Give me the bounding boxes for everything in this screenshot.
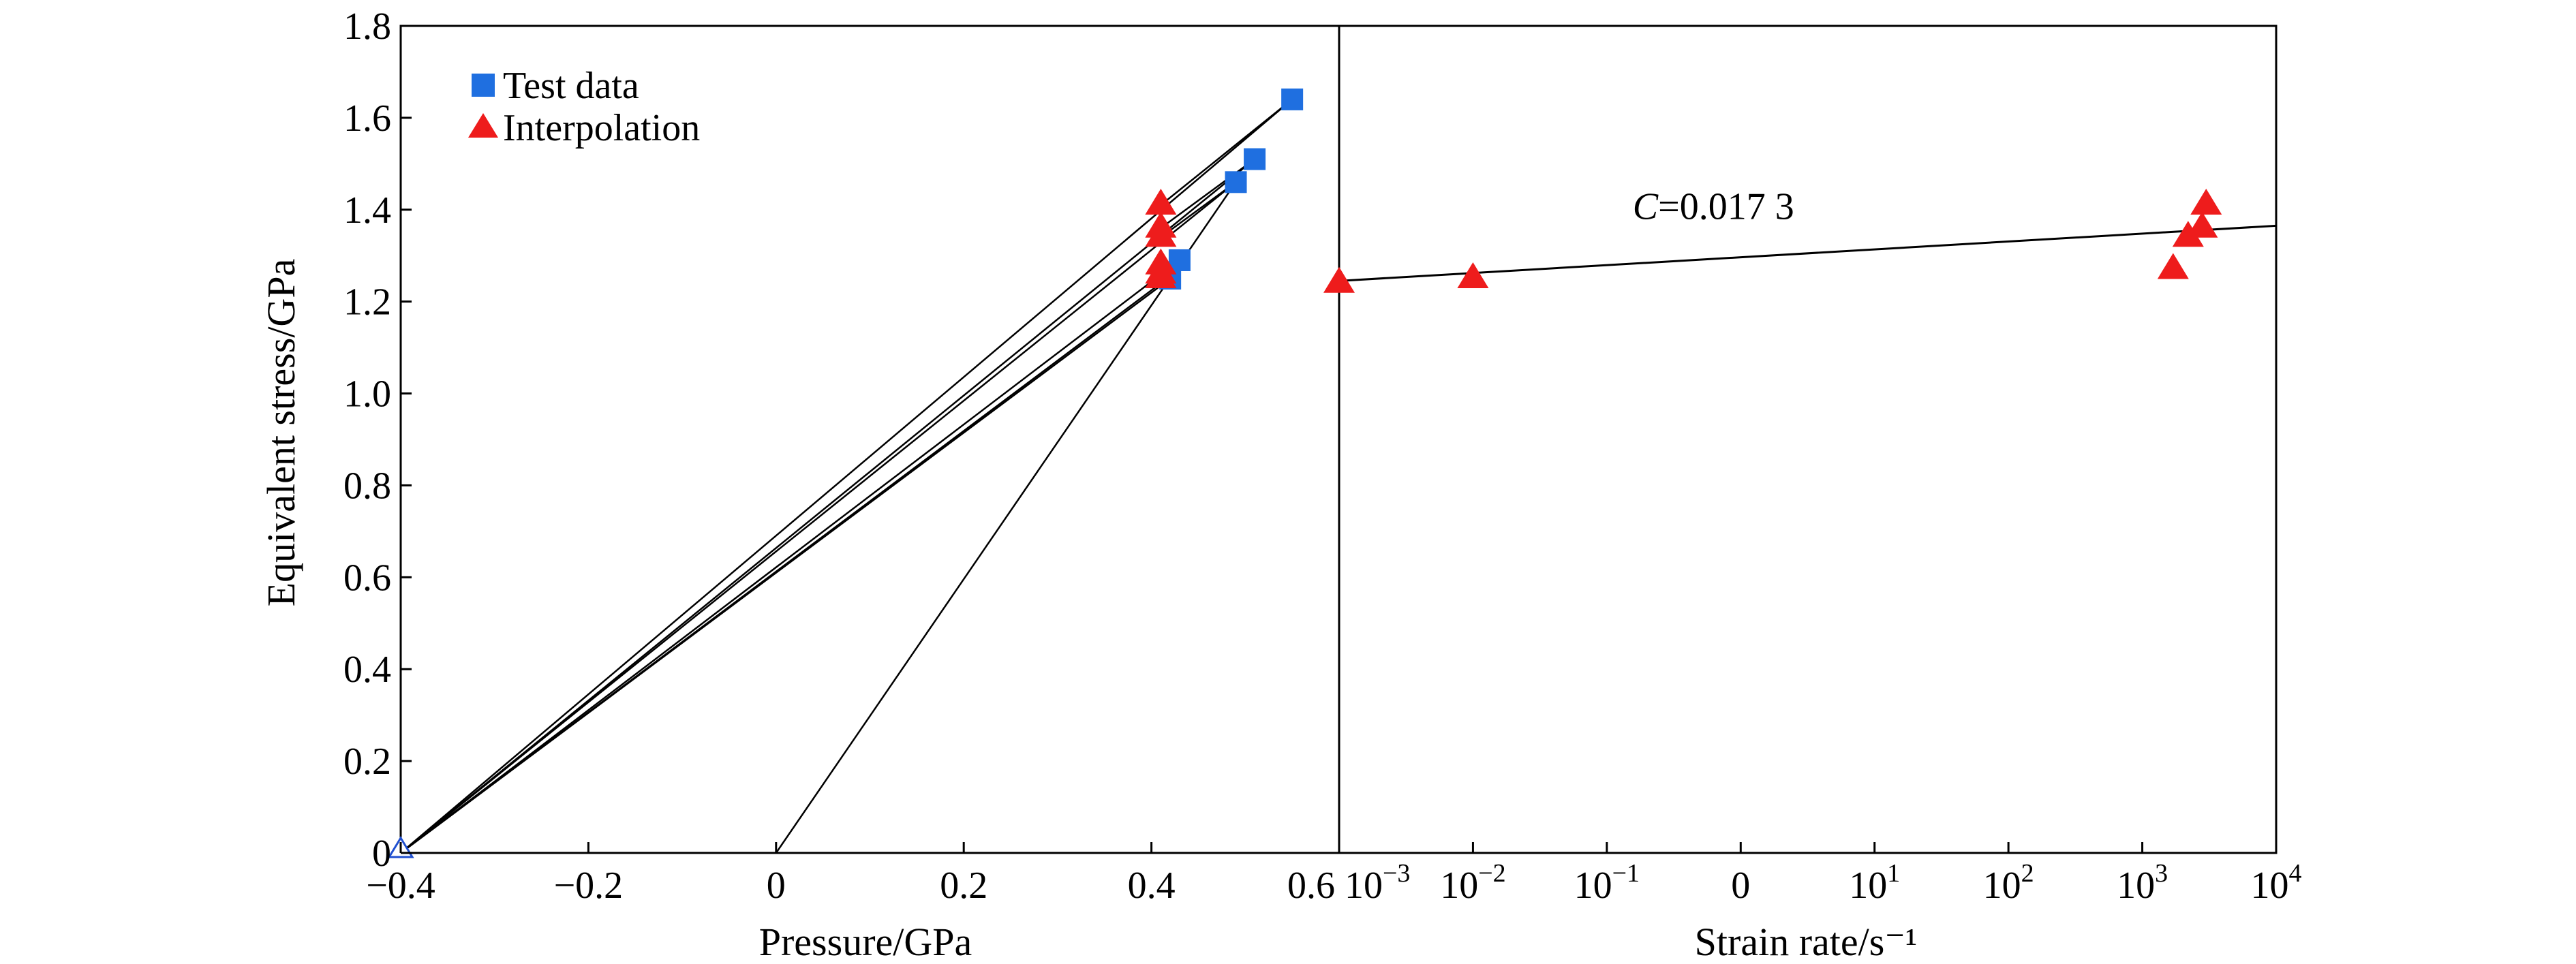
interpolation-point [1145,221,1177,247]
x-tick-label-strain-rate: 104 [2251,859,2302,907]
x-axis-title-strain-rate: Strain rate/s⁻¹ [1695,920,1918,964]
interpolation-point [1145,189,1177,215]
x-tick-label-pressure: 0.6 [1287,865,1335,907]
y-tick-label: 0.4 [343,649,391,691]
connector-line [400,158,1255,854]
connector-lines [400,98,2277,854]
interpolation-point [1457,262,1489,288]
x-tick-label-strain-rate: 10−1 [1574,859,1640,907]
connector-line [400,282,1162,854]
interpolation-point [1145,262,1177,288]
x-tick-label-strain-rate: 102 [1983,859,2034,907]
interpolation-point [2172,221,2204,247]
test-data-point [1281,88,1304,110]
legend: Test data Interpolation [468,65,700,149]
y-tick-label: 1.2 [343,281,391,324]
y-tick-label: 1.6 [343,97,391,140]
x-axis-title-pressure: Pressure/GPa [759,920,972,964]
x-tick-label-pressure: 0.2 [940,865,987,907]
x-tick-label-strain-rate: 101 [1849,859,1900,907]
axis-ticks: 0 0.2 0.4 0.6 0.8 1.0 1.2 1.4 1.6 1.8 −0.4 −0.2 0 0.2… [343,5,2302,907]
connector-line [1160,181,1237,238]
interpolation-point [1323,266,1355,293]
legend-label-test-data: Test data [503,65,639,107]
plot-frame [399,25,2278,854]
y-tick-label: 1.4 [343,189,391,232]
connector-line [400,259,1180,854]
interpolation-point [2190,189,2222,215]
test-data-point [1244,148,1266,170]
x-tick-label-pressure: −0.4 [366,865,435,907]
x-tick-label-pressure: 0.4 [1128,865,1176,907]
x-tick-label-strain-rate: 10−2 [1440,859,1505,907]
connector-line [400,98,1293,854]
y-tick-label: 1.0 [343,373,391,416]
connector-line [775,181,1237,854]
x-tick-label-strain-rate: 0 [1731,865,1750,907]
connector-line [1160,158,1255,229]
x-tick-label-strain-rate: 10−3 [1345,859,1410,907]
legend-marker-interpolation [468,113,498,138]
connector-line [1160,98,1293,206]
fit-annotation: C=0.017 3 [1633,185,1794,228]
y-tick-label: 0.2 [343,741,391,783]
data-points [387,88,2222,858]
y-axis-title: Equivalent stress/GPa [259,259,303,607]
x-tick-label-strain-rate: 103 [2117,859,2168,907]
connector-line [400,181,1237,854]
y-tick-label: 1.8 [343,5,391,48]
interpolation-point [2157,253,2189,279]
legend-marker-test-data [472,74,495,97]
y-tick-label: 0.6 [343,557,391,599]
y-tick-label: 0.8 [343,465,391,507]
test-data-point [1225,171,1247,193]
legend-label-interpolation: Interpolation [503,107,700,149]
x-tick-label-pressure: 0 [767,865,786,907]
interpolation-point [2186,211,2218,238]
x-tick-label-pressure: −0.2 [554,865,624,907]
fit-line [1338,224,2277,282]
y-tick-label: 0 [372,833,391,875]
